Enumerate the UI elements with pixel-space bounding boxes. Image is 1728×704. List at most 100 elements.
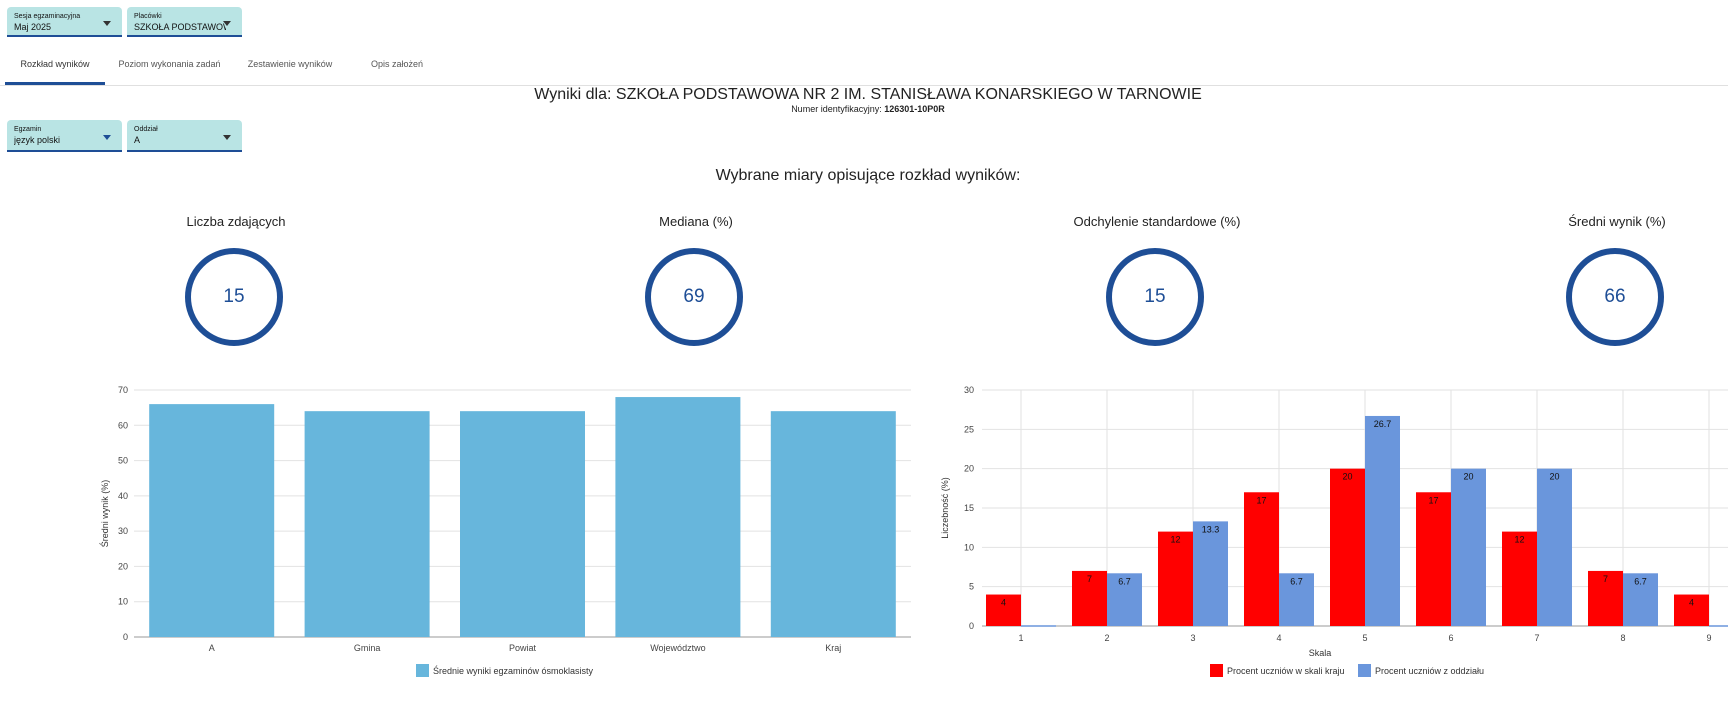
y-tick-label: 70: [118, 385, 128, 395]
bar: [1072, 570, 1107, 626]
active-tab-indicator: [5, 82, 105, 85]
measure-circle-count: 15: [185, 248, 283, 346]
identification-number-label: Numer identyfikacyjny:: [791, 104, 882, 114]
x-tick-label: 2: [1104, 633, 1109, 643]
measure-label-mean: Średni wynik (%): [1568, 214, 1666, 229]
bar: [1279, 573, 1314, 626]
x-tick-label: Kraj: [825, 643, 841, 653]
bar: [304, 411, 430, 637]
bar: [1244, 492, 1279, 626]
bar: [1502, 531, 1537, 626]
legend-swatch: [416, 664, 429, 677]
bar: [1674, 594, 1709, 626]
data-label: 7: [1603, 574, 1608, 584]
y-tick-label: 30: [964, 385, 974, 395]
x-tick-label: 6: [1448, 633, 1453, 643]
session-select-value: Maj 2025: [14, 22, 52, 32]
y-tick-label: 5: [969, 582, 974, 592]
y-tick-label: 10: [964, 542, 974, 552]
bar: [986, 594, 1021, 626]
identification-number: Numer identyfikacyjny: 126301-10P0R: [0, 104, 1728, 114]
measures-title: Wybrane miary opisujące rozkład wyników:: [715, 167, 1021, 184]
data-label: 20: [1549, 472, 1559, 482]
tab-assumptions[interactable]: Opis założeń: [370, 59, 424, 69]
data-label: 17: [1256, 495, 1266, 505]
bar: [1537, 468, 1572, 626]
data-label: 12: [1514, 535, 1524, 545]
chevron-down-icon: [103, 21, 111, 26]
bar: [1416, 492, 1451, 626]
bar: [149, 404, 275, 637]
x-tick-label: 4: [1276, 633, 1281, 643]
tabs-divider: [0, 85, 1728, 86]
measure-label-median: Mediana (%): [659, 214, 733, 229]
x-tick-label: 8: [1620, 633, 1625, 643]
y-tick-label: 40: [118, 491, 128, 501]
bar: [770, 411, 896, 637]
measure-label-stddev: Odchylenie standardowe (%): [1073, 214, 1241, 229]
data-label: 4: [1689, 598, 1694, 608]
measure-value-mean: 66: [1604, 286, 1626, 307]
data-label: 13.3: [1202, 524, 1220, 534]
chevron-down-icon: [223, 21, 231, 26]
x-tick-label: Powiat: [509, 643, 537, 653]
class-select[interactable]: Oddział A: [127, 120, 242, 152]
page-title: Wyniki dla: SZKOŁA PODSTAWOWA NR 2 IM. S…: [534, 86, 1202, 103]
bar: [1451, 468, 1486, 626]
institution-select-value: SZKOŁA PODSTAWOWA...: [134, 22, 226, 32]
data-label: 7: [1087, 574, 1092, 584]
bar: [1158, 531, 1193, 626]
bar: [1193, 521, 1228, 626]
bar: [460, 411, 585, 637]
data-label: 6.7: [1290, 576, 1303, 586]
class-select-label: Oddział: [134, 126, 158, 133]
x-tick-label: 5: [1362, 633, 1367, 643]
bar: [1365, 415, 1400, 626]
bar: [1330, 468, 1365, 626]
measure-label-count: Liczba zdających: [186, 214, 286, 229]
exam-select[interactable]: Egzamin język polski: [7, 120, 122, 152]
institution-select-label: Placówki: [134, 13, 162, 20]
data-label: 17: [1428, 495, 1438, 505]
average-results-chart: 0 10 20 30 40 50 60 70 A Gmina Powiat Województwo Kr…: [99, 385, 911, 677]
bar: [1588, 570, 1623, 626]
data-label: 4: [1001, 598, 1006, 608]
legend-label: Średnie wyniki egzaminów ósmoklasisty: [433, 665, 594, 676]
y-axis-title: Liczebność (%): [940, 477, 950, 539]
tab-results-summary[interactable]: Zestawienie wyników: [247, 59, 333, 69]
measure-circle-mean: 66: [1566, 248, 1664, 346]
x-tick-label: Województwo: [650, 643, 705, 653]
y-tick-label: 0: [123, 632, 128, 642]
y-tick-label: 50: [118, 456, 128, 466]
bar: [615, 397, 741, 637]
chevron-down-icon: [103, 135, 111, 140]
y-tick-label: 30: [118, 526, 128, 536]
bar: [1107, 573, 1142, 626]
data-label: 6.7: [1634, 576, 1647, 586]
x-tick-label: 1: [1018, 633, 1023, 643]
tab-task-performance[interactable]: Poziom wykonania zadań: [118, 59, 221, 69]
legend-label: Procent uczniów z oddziału: [1375, 666, 1484, 676]
measure-value-median: 69: [683, 286, 705, 307]
x-tick-label: Gmina: [354, 643, 381, 653]
tab-results-distribution[interactable]: Rozkład wyników: [20, 59, 90, 69]
x-axis-title: Skala: [1309, 648, 1332, 658]
institution-select[interactable]: Placówki SZKOŁA PODSTAWOWA...: [127, 7, 242, 37]
x-tick-label: 7: [1534, 633, 1539, 643]
exam-select-value: język polski: [14, 135, 61, 145]
session-select-label: Sesja egzaminacyjna: [14, 13, 81, 20]
data-label: 12: [1170, 535, 1180, 545]
y-tick-label: 20: [118, 561, 128, 571]
x-tick-label: 3: [1190, 633, 1195, 643]
measure-value-stddev: 15: [1144, 286, 1166, 307]
measure-value-count: 15: [223, 286, 245, 307]
legend-label: Procent uczniów w skali kraju: [1227, 666, 1345, 676]
y-tick-label: 25: [964, 424, 974, 434]
session-select[interactable]: Sesja egzaminacyjna Maj 2025: [7, 7, 122, 37]
chevron-down-icon: [223, 135, 231, 140]
x-tick-label: A: [209, 643, 215, 653]
data-label: 20: [1342, 472, 1352, 482]
x-tick-label: 9: [1706, 633, 1711, 643]
y-tick-label: 10: [118, 597, 128, 607]
